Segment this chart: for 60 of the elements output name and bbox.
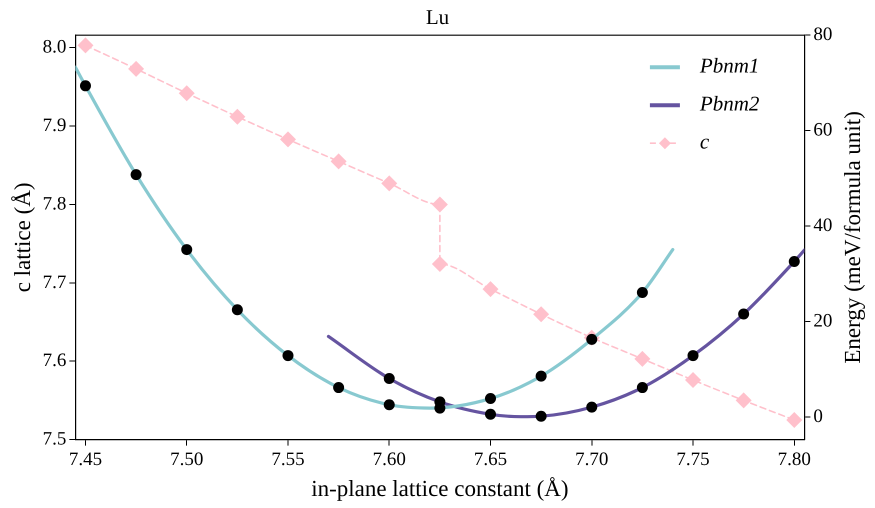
point bbox=[384, 399, 395, 410]
point bbox=[688, 350, 699, 362]
point bbox=[482, 281, 499, 298]
point bbox=[128, 60, 144, 77]
point bbox=[736, 392, 752, 408]
point bbox=[485, 408, 496, 420]
x-tick-label: 7.70 bbox=[575, 448, 608, 470]
point bbox=[229, 108, 246, 125]
y-tick-label: 7.7 bbox=[42, 272, 66, 293]
point bbox=[788, 256, 800, 268]
point bbox=[485, 393, 496, 404]
y-tick-label: 7.8 bbox=[42, 193, 66, 214]
point bbox=[178, 85, 195, 102]
point bbox=[330, 153, 347, 170]
point bbox=[282, 350, 294, 362]
point bbox=[636, 287, 648, 298]
point bbox=[533, 306, 550, 322]
legend-label: Pbnm2 bbox=[698, 92, 760, 116]
point bbox=[181, 244, 192, 256]
y-tick-label: 7.9 bbox=[42, 115, 66, 136]
y-tick-label: 7.6 bbox=[42, 350, 66, 372]
x-tick-label: 7.60 bbox=[372, 448, 406, 470]
y-tick-label: 8.0 bbox=[42, 36, 66, 58]
y-axis-title: c lattice (Å) bbox=[10, 182, 35, 292]
point bbox=[384, 372, 395, 384]
x-tick-label: 7.50 bbox=[170, 448, 204, 470]
point bbox=[333, 382, 344, 394]
point bbox=[432, 256, 448, 272]
point bbox=[586, 402, 598, 413]
y2-axis-title: Energy (meV/formula unit) bbox=[840, 111, 866, 364]
point bbox=[77, 37, 94, 54]
y-tick-label: 7.5 bbox=[42, 428, 66, 450]
y2-tick-label: 20 bbox=[813, 310, 832, 332]
legend-label: Pbnm1 bbox=[698, 54, 760, 78]
x-tick-label: 7.75 bbox=[676, 448, 710, 470]
x-tick-label: 7.55 bbox=[271, 448, 305, 470]
legend-label: c bbox=[700, 130, 710, 154]
y2-tick-label: 60 bbox=[813, 120, 832, 141]
point bbox=[280, 131, 296, 148]
y2-tick-label: 80 bbox=[813, 24, 832, 46]
x-tick-label: 7.65 bbox=[474, 448, 508, 470]
point bbox=[636, 382, 648, 394]
point bbox=[786, 412, 802, 428]
y2-tick-label: 40 bbox=[813, 215, 832, 236]
point bbox=[634, 350, 650, 367]
point bbox=[232, 304, 243, 316]
point bbox=[130, 169, 142, 180]
point bbox=[738, 308, 750, 320]
chart-title: Lu bbox=[426, 5, 450, 30]
y2-tick-label: 0 bbox=[813, 406, 823, 428]
point bbox=[381, 175, 398, 192]
line-series bbox=[75, 66, 674, 410]
point bbox=[432, 196, 448, 212]
point bbox=[536, 410, 547, 422]
point bbox=[536, 370, 547, 382]
x-tick-label: 7.80 bbox=[778, 448, 811, 470]
point bbox=[80, 80, 91, 92]
point bbox=[685, 372, 702, 388]
x-tick-label: 7.45 bbox=[68, 448, 102, 470]
x-axis-title: in-plane lattice constant (Å) bbox=[311, 476, 569, 502]
